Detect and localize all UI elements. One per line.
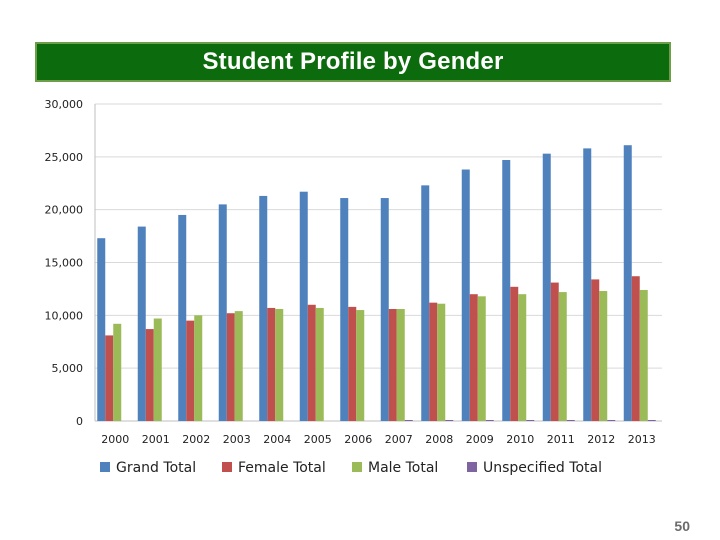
bars [97,145,656,421]
bar [623,145,632,421]
y-tick-label: 30,000 [45,98,84,111]
x-tick-label: 2000 [101,433,129,446]
legend-label: Grand Total [116,460,196,476]
x-tick-label: 2013 [628,433,656,446]
bar [267,307,276,421]
bar [396,308,405,421]
bar [186,320,195,421]
bar [631,276,640,421]
x-axis-ticks: 2000 2001 2002 2003 2004 2005 2006 2007 2008 2009… [101,433,656,446]
bar [558,292,567,421]
y-tick-label: 10,000 [45,309,84,322]
bar [259,195,268,421]
x-tick-label: 2002 [182,433,210,446]
bar [591,279,600,421]
y-tick-label: 5,000 [52,362,84,375]
bar [404,420,413,421]
bar [583,148,592,421]
x-tick-label: 2012 [587,433,615,446]
bar [437,303,446,421]
bar [218,204,227,421]
bar [566,420,575,421]
y-tick-label: 25,000 [45,151,84,164]
bar [502,160,511,421]
bar [137,226,146,421]
legend-swatch [222,462,232,472]
bar [105,335,114,421]
bar [153,318,162,421]
bar [518,294,527,421]
x-tick-label: 2004 [263,433,291,446]
bar [485,420,494,421]
x-tick-label: 2011 [547,433,575,446]
bar [599,291,608,421]
bar [340,198,349,421]
y-axis-ticks: 0 5,000 10,000 15,000 20,000 25,000 30,000 [45,98,84,428]
legend-swatch [467,462,477,472]
x-tick-label: 2003 [223,433,251,446]
bar [445,420,454,421]
legend-swatch [100,462,110,472]
bar [421,185,430,421]
x-tick-label: 2005 [304,433,332,446]
bar [380,198,389,421]
title-bar: Student Profile by Gender [35,42,671,82]
y-tick-label: 15,000 [45,257,84,270]
legend-label: Unspecified Total [483,460,602,476]
legend-label: Female Total [238,460,326,476]
x-tick-label: 2007 [385,433,413,446]
bar [477,296,486,421]
page-number: 50 [674,518,690,534]
bar [307,304,316,421]
bar [469,294,478,421]
bar [113,323,122,421]
y-tick-label: 0 [76,415,83,428]
legend-label: Male Total [368,460,438,476]
bar [542,153,551,421]
legend: Grand Total Female Total Male Total Unspeci… [100,460,602,476]
y-tick-label: 20,000 [45,204,84,217]
bar [639,289,648,421]
bar [234,311,243,421]
bar [550,282,559,421]
x-tick-label: 2009 [466,433,494,446]
x-tick-label: 2008 [425,433,453,446]
x-tick-label: 2010 [506,433,534,446]
bar [526,420,535,421]
bar [356,310,365,421]
bar [510,286,519,421]
bar [607,420,616,421]
bar [226,313,235,421]
bar [647,420,656,421]
bar [315,307,324,421]
bar [348,306,357,421]
bar [275,308,284,421]
slide-title: Student Profile by Gender [202,48,504,75]
legend-swatch [352,462,362,472]
bar [97,238,106,421]
bar [178,214,187,421]
bar [388,308,397,421]
x-tick-label: 2001 [142,433,170,446]
x-tick-label: 2006 [344,433,372,446]
bar [194,315,203,421]
bar [461,169,470,421]
bar [145,329,154,421]
bar [299,191,308,421]
bar [429,302,438,421]
